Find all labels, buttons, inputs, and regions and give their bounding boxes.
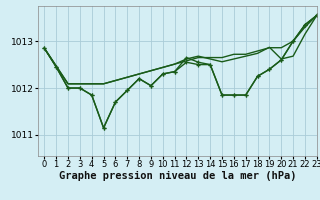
X-axis label: Graphe pression niveau de la mer (hPa): Graphe pression niveau de la mer (hPa) xyxy=(59,171,296,181)
